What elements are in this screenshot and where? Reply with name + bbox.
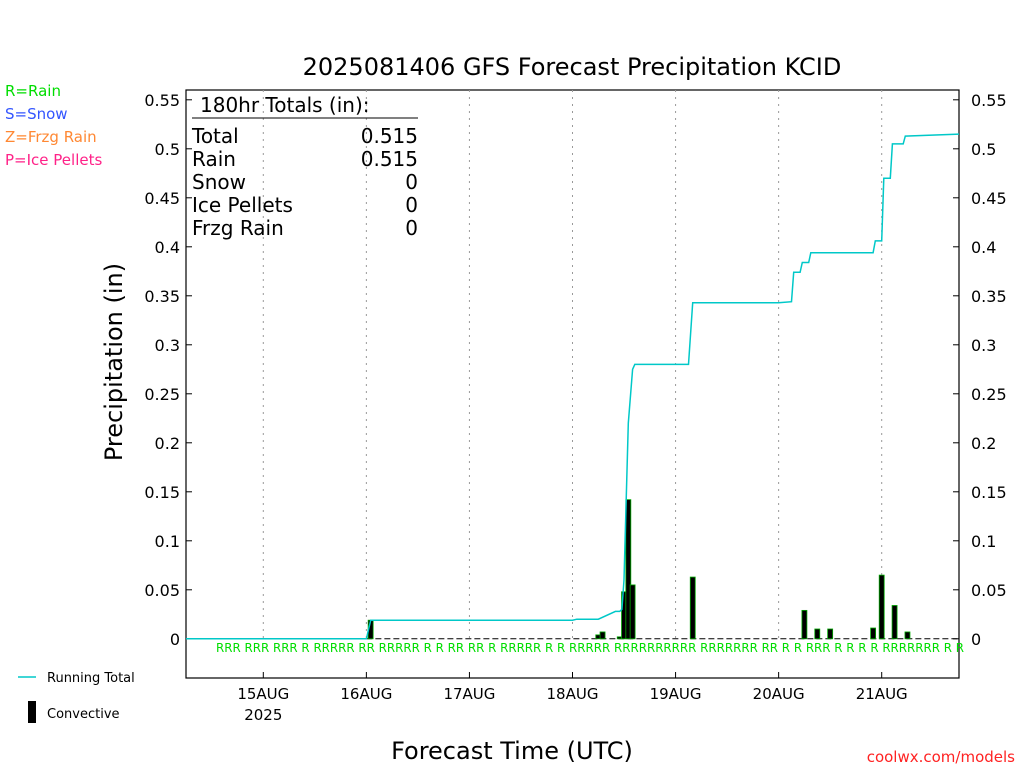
totals-rain-value: 0.515 [361,147,418,171]
y-tick-label-right: 0.1 [971,532,996,551]
y-tick-label-left: 0.1 [155,532,180,551]
y-tick-label-right: 0.25 [971,385,1007,404]
x-tick-label: 21AUG [856,685,908,703]
x-tick-label: 17AUG [443,685,495,703]
y-tick-label-left: 0.25 [144,385,180,404]
y-tick-label-right: 0.3 [971,336,996,355]
y-tick-label-left: 0.05 [144,581,180,600]
y-tick-label-right: 0.05 [971,581,1007,600]
grid-lines [262,90,959,640]
convective-bar [827,628,834,640]
totals-ice-label: Ice Pellets [192,193,293,217]
legend-snow: S=Snow [5,105,68,123]
convective-swatch [28,701,36,723]
y-tick-label-right: 0.2 [971,434,996,453]
y-tick-label-right: 0.55 [971,91,1007,110]
convective-bars [367,499,911,640]
chart-title: 2025081406 GFS Forecast Precipitation KC… [303,53,842,81]
x-axis-ticks: 15AUG 2025 16AUG 17AUG 18AUG 19AUG 20AUG 21AUG [237,672,908,724]
y-tick-label-left: 0.4 [155,238,180,257]
convective-bar [801,609,808,640]
y-axis-label: Precipitation (in) [100,263,128,461]
totals-frzg-label: Frzg Rain [192,216,284,240]
y-tick-label-right: 0.35 [971,287,1007,306]
totals-rain-label: Rain [192,147,236,171]
y-tick-label-left: 0.15 [144,483,180,502]
legend-rain: R=Rain [5,82,61,100]
convective-bar [599,631,606,640]
totals-frzg-value: 0 [405,216,418,240]
y-tick-label-right: 0.4 [971,238,996,257]
x-tick-label: 15AUG [237,685,289,703]
y-axis-ticks: 0 00.05 0.050.1 0.10.15 0.150.2 0.20.25 0.250.… [144,91,1006,649]
x-axis-label: Forecast Time (UTC) [391,737,633,765]
totals-total-value: 0.515 [361,124,418,148]
totals-total-label: Total [191,124,239,148]
legend-ice-pellets: P=Ice Pellets [5,151,102,169]
x-tick-label: 16AUG [340,685,392,703]
y-tick-label-left: 0.45 [144,189,180,208]
y-tick-label-left: 0.2 [155,434,180,453]
convective-bar [689,576,696,640]
y-tick-label-left: 0.3 [155,336,180,355]
running-total-line [186,133,960,640]
legend-running-total: Running Total [47,671,135,686]
totals-snow-value: 0 [405,170,418,194]
totals-snow-label: Snow [192,170,246,194]
convective-bar [904,631,911,640]
convective-bar [625,499,632,640]
y-tick-label-right: 0 [971,630,981,649]
x-tick-label: 18AUG [547,685,599,703]
y-tick-label-right: 0.5 [971,140,996,159]
totals-header: 180hr Totals (in): [200,93,370,117]
rain-markers: RRR RRR RRR R RRRRR RR RRRRR R R RR RR R… [216,641,964,655]
convective-bar [629,584,636,640]
convective-bar [870,627,877,640]
y-tick-label-left: 0.35 [144,287,180,306]
y-tick-label-left: 0.55 [144,91,180,110]
totals-box: 180hr Totals (in): Total 0.515 Rain 0.51… [191,93,418,240]
x-tick-sublabel: 2025 [244,706,282,724]
convective-bar [891,605,898,640]
x-tick-label: 19AUG [650,685,702,703]
running-total-series [186,133,960,640]
legend-frzg-rain: Z=Frzg Rain [5,128,97,146]
y-tick-label-left: 0 [170,630,180,649]
y-tick-label-right: 0.15 [971,483,1007,502]
y-tick-label-right: 0.45 [971,189,1007,208]
x-tick-label: 20AUG [753,685,805,703]
convective-bar [814,628,821,640]
legend-convective: Convective [47,707,120,722]
convective-bar [878,574,885,640]
credit-text: coolwx.com/models [867,748,1015,766]
totals-ice-value: 0 [405,193,418,217]
y-tick-label-left: 0.5 [155,140,180,159]
